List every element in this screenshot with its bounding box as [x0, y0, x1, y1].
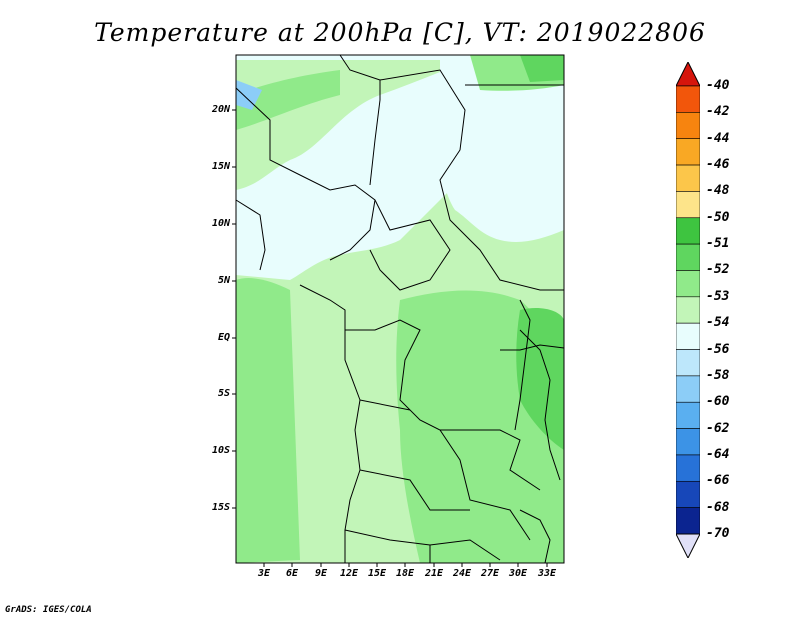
lat-label-eq: EQ [217, 332, 230, 343]
lon-label-12e: 12E [339, 568, 359, 579]
map-title: Temperature at 200hPa [C], VT: 201902280… [94, 18, 706, 47]
lat-ticks [232, 109, 236, 509]
colorbar-box [676, 243, 700, 271]
pale-region-east [440, 88, 564, 242]
lon-ticks [263, 563, 548, 567]
colorbar-top-arrow [676, 62, 700, 87]
lat-label-15s: 15S [211, 502, 230, 513]
colorbar-box [676, 191, 700, 219]
colorbar-label: -60 [706, 394, 730, 410]
colorbar-box [676, 322, 700, 350]
colorbar-label: -51 [706, 236, 730, 252]
colorbar-box [676, 454, 700, 482]
green-band-north [236, 70, 340, 130]
colorbar-label: -58 [706, 367, 730, 383]
colorbar-box [676, 112, 700, 140]
colorbar-label: -54 [706, 315, 730, 331]
colorbar-box [676, 401, 700, 429]
colorbar-label: -40 [706, 78, 730, 93]
colorbar-box [676, 375, 700, 403]
colorbar-label: -42 [706, 104, 730, 120]
colorbar-label: -53 [706, 288, 730, 304]
colorbar-label: -62 [706, 420, 730, 436]
colorbar-box [676, 85, 700, 113]
colorbar-box [676, 296, 700, 324]
colorbar-label: -48 [706, 183, 730, 199]
lon-label-30e: 30E [508, 568, 528, 579]
lat-label-20n: 20N [211, 104, 230, 115]
lon-label-6e: 6E [285, 568, 299, 579]
lat-label-10s: 10S [211, 445, 230, 456]
colorbar-box [676, 217, 700, 245]
colorbar-label: -66 [706, 473, 730, 489]
dark-green-region [516, 308, 564, 450]
dark-green-region-ne [520, 55, 564, 82]
colorbar-label: -68 [706, 499, 730, 515]
lon-label-18e: 18E [395, 568, 415, 579]
map-frame [235, 54, 565, 564]
colorbar-bottom-arrow [676, 533, 700, 558]
lon-label-15e: 15E [367, 568, 387, 579]
lat-label-5n: 5N [217, 275, 230, 286]
lat-label-5s: 5S [217, 388, 230, 399]
colorbar-label: -50 [706, 209, 730, 225]
lon-label-9e: 9E [314, 568, 328, 579]
colorbar [676, 62, 700, 558]
green-region-west [236, 278, 300, 563]
lat-label-10n: 10N [211, 218, 230, 229]
lon-label-3e: 3E [257, 568, 271, 579]
lon-label-21e: 21E [424, 568, 444, 579]
colorbar-label: -56 [706, 341, 730, 357]
colorbar-box [676, 349, 700, 377]
colorbar-label: -46 [706, 157, 730, 173]
lon-label-27e: 27E [480, 568, 500, 579]
colorbar-label: -64 [706, 446, 730, 462]
colorbar-label: -70 [706, 526, 730, 541]
colorbar-box [676, 138, 700, 166]
colorbar-box [676, 270, 700, 298]
grads-credit: GrADS: IGES/COLA [5, 605, 92, 615]
colorbar-label: -52 [706, 262, 730, 278]
colorbar-label: -44 [706, 130, 730, 146]
colorbar-box [676, 507, 700, 535]
blue-patch [236, 80, 262, 110]
lon-label-24e: 24E [452, 568, 472, 579]
colorbar-box [676, 164, 700, 192]
colorbar-box [676, 480, 700, 508]
lat-label-15n: 15N [211, 161, 230, 172]
country-borders [235, 54, 565, 564]
lon-label-33e: 33E [537, 568, 557, 579]
colorbar-box [676, 428, 700, 456]
